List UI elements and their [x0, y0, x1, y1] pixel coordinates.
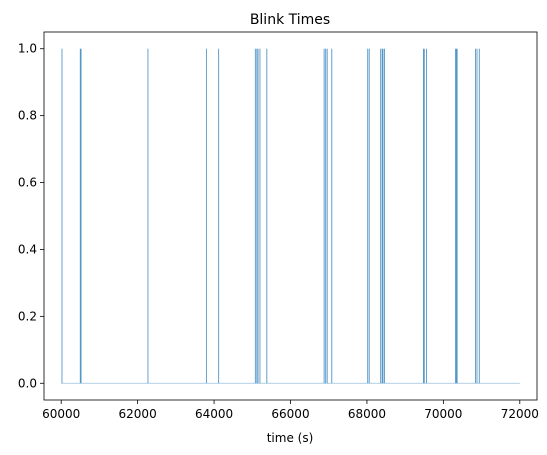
y-tick-label: 1.0 — [18, 42, 37, 56]
x-tick-label: 68000 — [348, 407, 386, 421]
y-tick-label: 0.0 — [18, 376, 37, 390]
x-tick-label: 66000 — [271, 407, 309, 421]
chart-title: Blink Times — [250, 12, 330, 28]
plot-frame — [43, 31, 538, 401]
series-line — [61, 48, 520, 384]
y-tick-label: 0.2 — [18, 309, 37, 323]
y-tick-label: 0.8 — [18, 109, 37, 123]
x-tick-label: 64000 — [195, 407, 233, 421]
axes: 60000 62000 64000 66000 68000 70000 72000 0.0 0.… — [18, 31, 539, 421]
x-tick-label: 70000 — [424, 407, 462, 421]
y-tick-label: 0.4 — [18, 242, 37, 256]
x-tick-label: 62000 — [119, 407, 157, 421]
plot-area — [61, 48, 520, 384]
x-axis-label: time (s) — [267, 431, 314, 445]
y-tick-label: 0.6 — [18, 176, 37, 190]
x-tick-label: 72000 — [501, 407, 539, 421]
x-tick-label: 60000 — [42, 407, 80, 421]
